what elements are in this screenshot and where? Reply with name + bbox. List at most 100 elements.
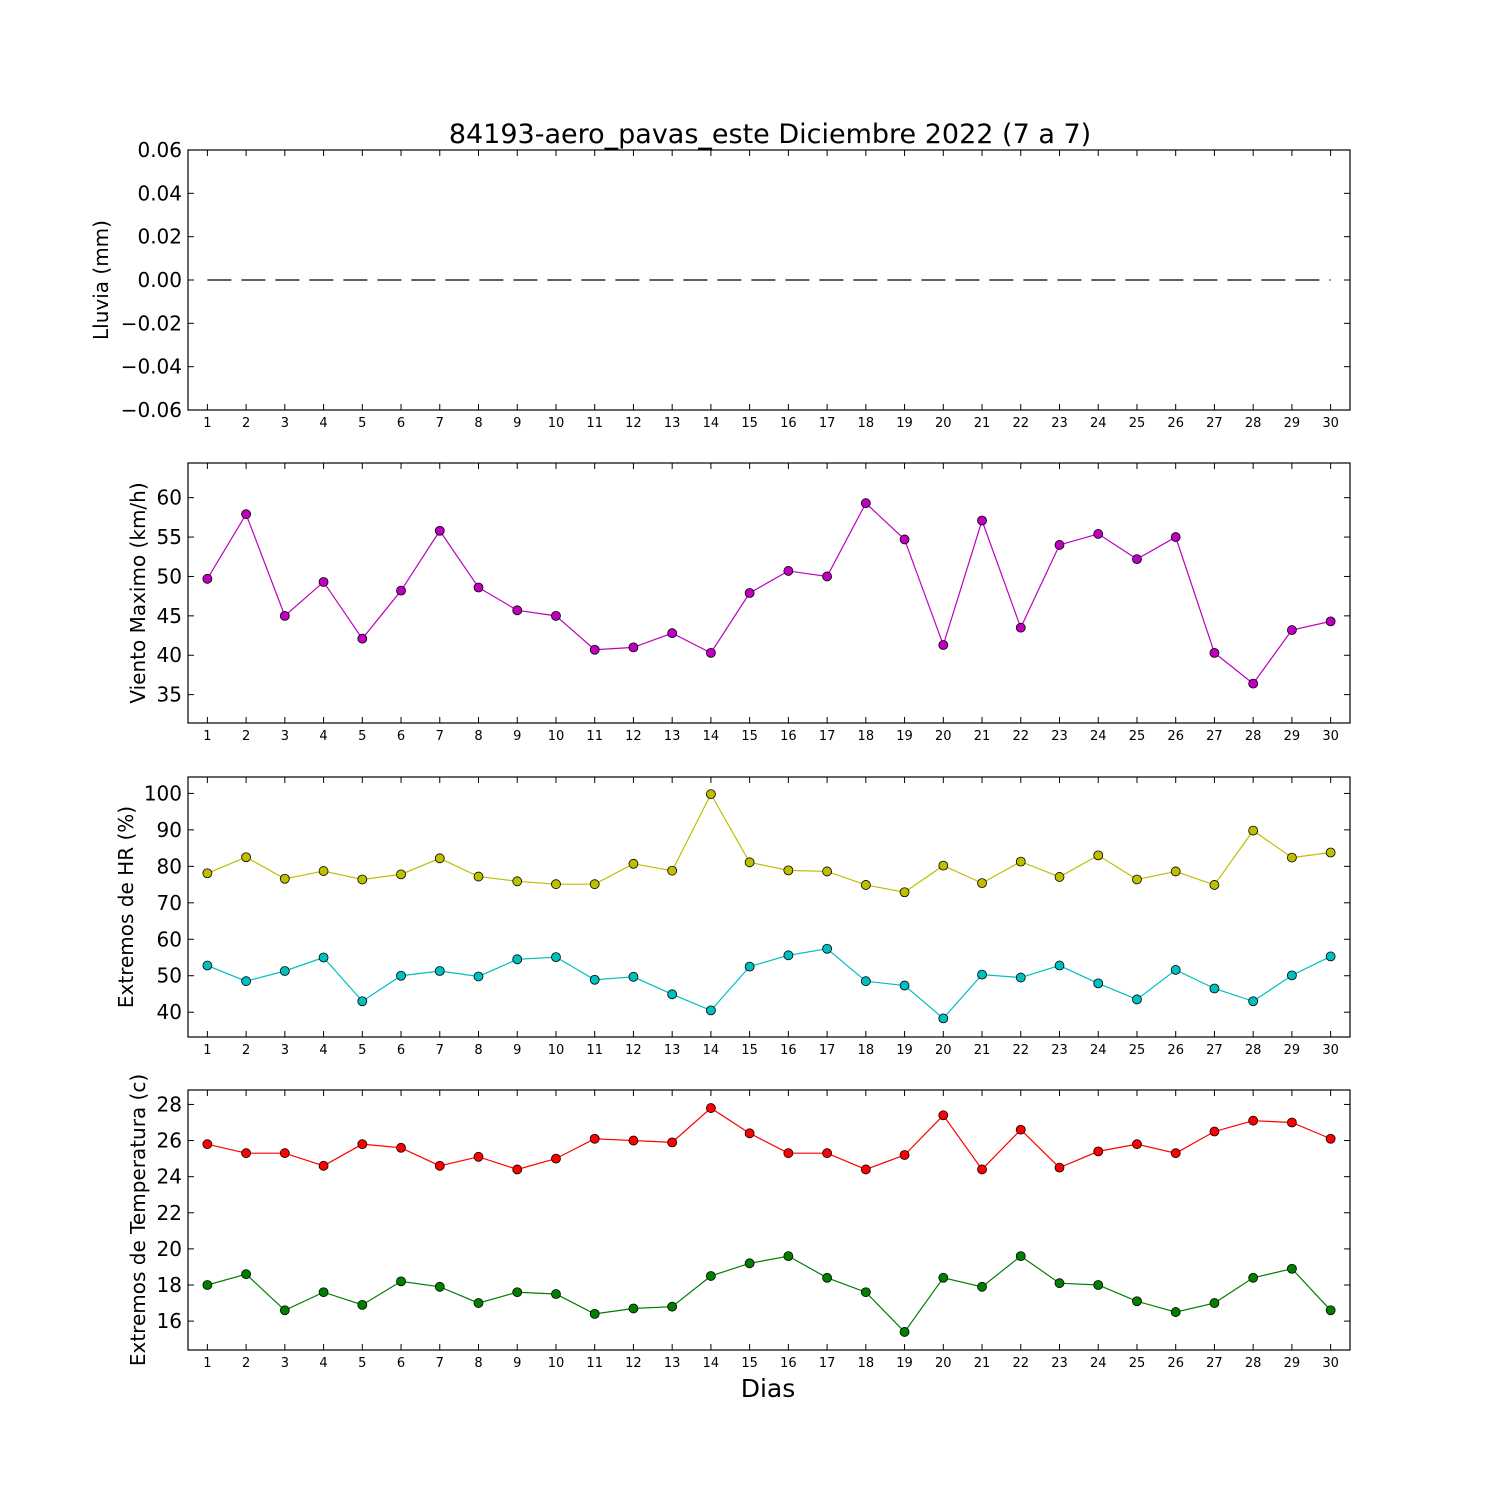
x-tick-label: 15 [741,1356,758,1371]
x-tick-label: 21 [974,1356,991,1371]
y-axis-label: Extremos de HR (%) [114,806,138,1008]
x-tick-label: 4 [319,416,327,431]
y-tick-label: 40 [157,1000,182,1024]
series-1-point [706,647,716,658]
series-1-point [318,866,329,876]
series-2-point [1132,1296,1142,1307]
series-1-point [822,866,832,877]
series-1-point [434,1160,445,1171]
series-1-point [1015,622,1026,633]
series-2-point [589,1308,600,1319]
series-2-point [1093,1280,1104,1290]
series-2-point [860,976,871,987]
x-tick-label: 12 [625,1043,642,1058]
y-tick-label: 90 [157,818,182,842]
series-1-point [628,858,639,869]
x-tick-label: 29 [1284,416,1301,431]
series-2-point [202,960,213,971]
x-tick-label: 2 [242,416,250,431]
x-tick-label: 21 [974,1043,991,1058]
x-tick-label: 30 [1322,729,1339,744]
x-tick-label: 7 [436,729,444,744]
series-1-point [628,1135,639,1146]
series-2-point [396,1276,406,1287]
series-1-point [1170,866,1181,877]
x-tick-label: 7 [436,416,444,431]
series-1-point [589,644,600,655]
x-tick-label: 15 [741,729,758,744]
x-tick-label: 27 [1206,1356,1223,1371]
y-axis-label: Viento Maximo (km/h) [126,482,150,703]
series-1-point [1132,1139,1142,1150]
y-tick-label: 100 [144,781,182,805]
series-2-point [628,971,639,982]
series-2-point [357,1299,368,1310]
series-1-point [551,610,561,621]
series-1-point [1325,847,1336,858]
x-tick-label: 28 [1245,416,1262,431]
series-1-point [202,1139,213,1150]
x-tick-label: 20 [935,416,952,431]
x-tick-label: 19 [896,1356,913,1371]
series-1-point [706,789,716,800]
series-1-point [822,1148,832,1159]
series-2-point [667,989,678,1000]
series-1-point [357,1139,368,1150]
x-tick-label: 6 [397,729,405,744]
x-tick-label: 29 [1284,1356,1301,1371]
x-tick-label: 28 [1245,729,1262,744]
series-1-point [667,1137,678,1148]
y-tick-label: 16 [157,1309,182,1333]
x-tick-label: 3 [281,416,289,431]
series-1-line [207,792,1331,893]
plot-frame [187,776,1351,1038]
series-1-point [357,874,368,885]
y-tick-label: 70 [157,891,182,915]
x-tick-label: 27 [1206,416,1223,431]
x-tick-label: 12 [625,729,642,744]
y-tick-label: 60 [157,927,182,951]
x-tick-label: 8 [474,1356,482,1371]
series-2-point [822,1272,832,1283]
x-tick-label: 6 [397,416,405,431]
x-tick-label: 8 [474,416,482,431]
series-1-point [1054,1162,1065,1173]
x-tick-label: 1 [203,1043,211,1058]
x-tick-label: 12 [625,416,642,431]
y-axis-label: Lluvia (mm) [89,220,113,340]
x-tick-label: 14 [703,1043,720,1058]
series-1-point [667,628,678,639]
series-2-point [706,1005,716,1016]
y-tick-label: 20 [157,1237,182,1261]
x-tick-label: 3 [281,729,289,744]
x-tick-label: 16 [780,416,797,431]
x-tick-label: 18 [858,1356,875,1371]
series-1-point [1209,880,1220,890]
series-2-point [551,952,561,963]
series-2-point [860,1287,871,1298]
series-1-point [318,577,329,587]
series-2-point [1209,1298,1220,1308]
series-1-point [357,633,368,644]
x-tick-label: 23 [1051,1043,1068,1058]
series-1-point [396,1142,406,1153]
x-tick-label: 10 [548,729,565,744]
series-1-point [1248,825,1259,836]
x-tick-label: 7 [436,1356,444,1371]
y-tick-label: −0.02 [121,311,182,335]
series-1-point [938,860,949,871]
x-tick-label: 21 [974,416,991,431]
series-1-point [628,642,639,653]
x-tick-label: 30 [1322,1356,1339,1371]
y-axis-label: Extremos de Temperatura (c) [126,1074,150,1366]
x-axis-label: Dias [741,1374,796,1403]
series-2-point [977,1281,987,1292]
x-tick-label: 26 [1167,729,1184,744]
x-tick-label: 10 [548,1356,565,1371]
x-tick-label: 17 [819,729,836,744]
x-tick-label: 24 [1090,729,1107,744]
x-tick-label: 10 [548,1043,565,1058]
series-1-point [512,876,523,887]
